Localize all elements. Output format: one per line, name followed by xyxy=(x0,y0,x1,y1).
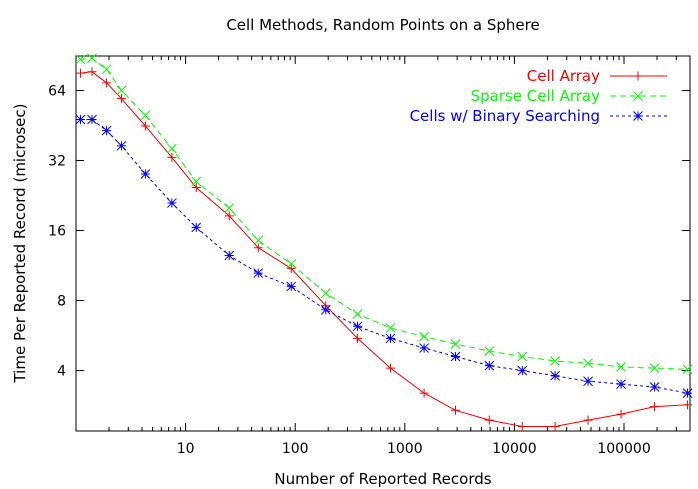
data-point xyxy=(633,111,643,121)
data-point xyxy=(550,422,560,432)
data-point xyxy=(140,110,151,121)
data-point xyxy=(385,363,395,373)
data-point xyxy=(633,91,643,101)
data-point xyxy=(419,388,429,398)
x-tick-label: 100 xyxy=(282,441,309,457)
data-point xyxy=(191,222,202,233)
data-point xyxy=(550,370,560,381)
legend: Cell Array Sparse Cell Array Cells w/ Bina… xyxy=(410,67,667,125)
data-point xyxy=(286,281,297,292)
plot-frame xyxy=(75,55,691,432)
data-point xyxy=(286,259,297,269)
data-point xyxy=(484,346,495,356)
data-point xyxy=(167,152,177,162)
data-point xyxy=(116,94,126,104)
data-point xyxy=(385,323,396,333)
series-line xyxy=(80,57,688,370)
y-tick-label: 8 xyxy=(57,294,66,310)
series-3 xyxy=(75,114,693,398)
data-point xyxy=(224,211,234,221)
data-point xyxy=(253,268,264,278)
data-point xyxy=(385,333,396,344)
data-point xyxy=(550,356,560,366)
data-point xyxy=(224,203,235,213)
y-tick-label: 16 xyxy=(48,224,66,240)
data-point xyxy=(167,143,177,154)
series-group xyxy=(75,53,693,432)
data-point xyxy=(87,67,97,77)
x-tick-label: 100000 xyxy=(597,441,650,457)
y-tick-label: 4 xyxy=(57,364,66,380)
data-point xyxy=(286,263,296,273)
data-point xyxy=(450,351,461,362)
data-point xyxy=(191,176,202,187)
series-line xyxy=(80,71,688,427)
legend-label: Cells w/ Binary Searching xyxy=(410,107,600,125)
data-point xyxy=(116,85,127,96)
data-point xyxy=(140,121,150,131)
data-point xyxy=(649,363,660,373)
data-point xyxy=(352,321,363,332)
axis-ticks: 10 100 1000 10000 100000 4 8 16 32 64 xyxy=(48,56,691,457)
data-point xyxy=(253,235,264,246)
data-point xyxy=(682,388,693,398)
data-point xyxy=(650,402,660,412)
data-point xyxy=(616,409,626,419)
data-point xyxy=(253,243,263,253)
x-tick-label: 10 xyxy=(177,441,195,457)
y-tick-label: 32 xyxy=(48,153,66,169)
data-point xyxy=(352,309,363,319)
data-point xyxy=(320,304,331,315)
data-point xyxy=(450,339,461,349)
x-tick-label: 1000 xyxy=(387,441,423,457)
data-point xyxy=(616,379,626,389)
legend-label: Sparse Cell Array xyxy=(471,87,601,105)
data-point xyxy=(224,250,235,261)
data-point xyxy=(191,182,201,192)
data-point xyxy=(101,125,112,136)
data-point xyxy=(450,405,460,415)
data-point xyxy=(517,365,528,376)
x-tick-label: 10000 xyxy=(492,441,537,457)
data-point xyxy=(167,198,177,208)
data-point xyxy=(517,422,527,432)
data-point xyxy=(682,364,693,375)
legend-label: Cell Array xyxy=(527,67,600,85)
data-point xyxy=(484,360,495,371)
data-point xyxy=(633,71,643,81)
data-point xyxy=(583,358,593,369)
data-point xyxy=(75,54,86,65)
data-point xyxy=(102,78,112,88)
data-point xyxy=(75,114,86,125)
data-point xyxy=(320,288,331,299)
series-2 xyxy=(75,53,693,375)
data-point xyxy=(616,362,626,372)
data-point xyxy=(583,376,593,387)
data-point xyxy=(484,415,494,425)
x-axis-label: Number of Reported Records xyxy=(274,470,491,488)
data-point xyxy=(419,343,429,353)
data-point xyxy=(87,114,97,125)
data-point xyxy=(517,351,528,362)
data-point xyxy=(101,64,112,75)
data-point xyxy=(116,140,127,151)
chart-title: Cell Methods, Random Points on a Sphere xyxy=(226,16,539,34)
series-1 xyxy=(76,67,693,432)
data-point xyxy=(87,53,97,64)
data-point xyxy=(419,331,429,342)
data-point xyxy=(352,333,362,343)
data-point xyxy=(583,415,593,425)
data-point xyxy=(683,400,693,410)
y-axis-label: Time Per Reported Record (microsec) xyxy=(11,103,29,383)
y-tick-label: 64 xyxy=(48,83,66,99)
data-point xyxy=(649,382,660,392)
data-point xyxy=(76,68,86,78)
data-point xyxy=(140,169,151,179)
